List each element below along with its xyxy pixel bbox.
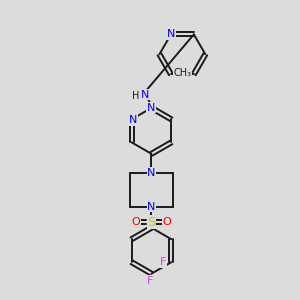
Text: CH₃: CH₃ — [173, 68, 191, 78]
Text: H: H — [132, 91, 139, 100]
Text: S: S — [147, 216, 156, 229]
Text: F: F — [147, 276, 153, 286]
Text: O: O — [162, 217, 171, 227]
Text: N: N — [141, 90, 149, 100]
Text: N: N — [167, 29, 175, 39]
Text: N: N — [129, 115, 137, 125]
Text: F: F — [160, 257, 166, 267]
Text: N: N — [147, 103, 155, 113]
Text: N: N — [147, 168, 156, 178]
Text: N: N — [147, 202, 156, 212]
Text: O: O — [132, 217, 140, 227]
